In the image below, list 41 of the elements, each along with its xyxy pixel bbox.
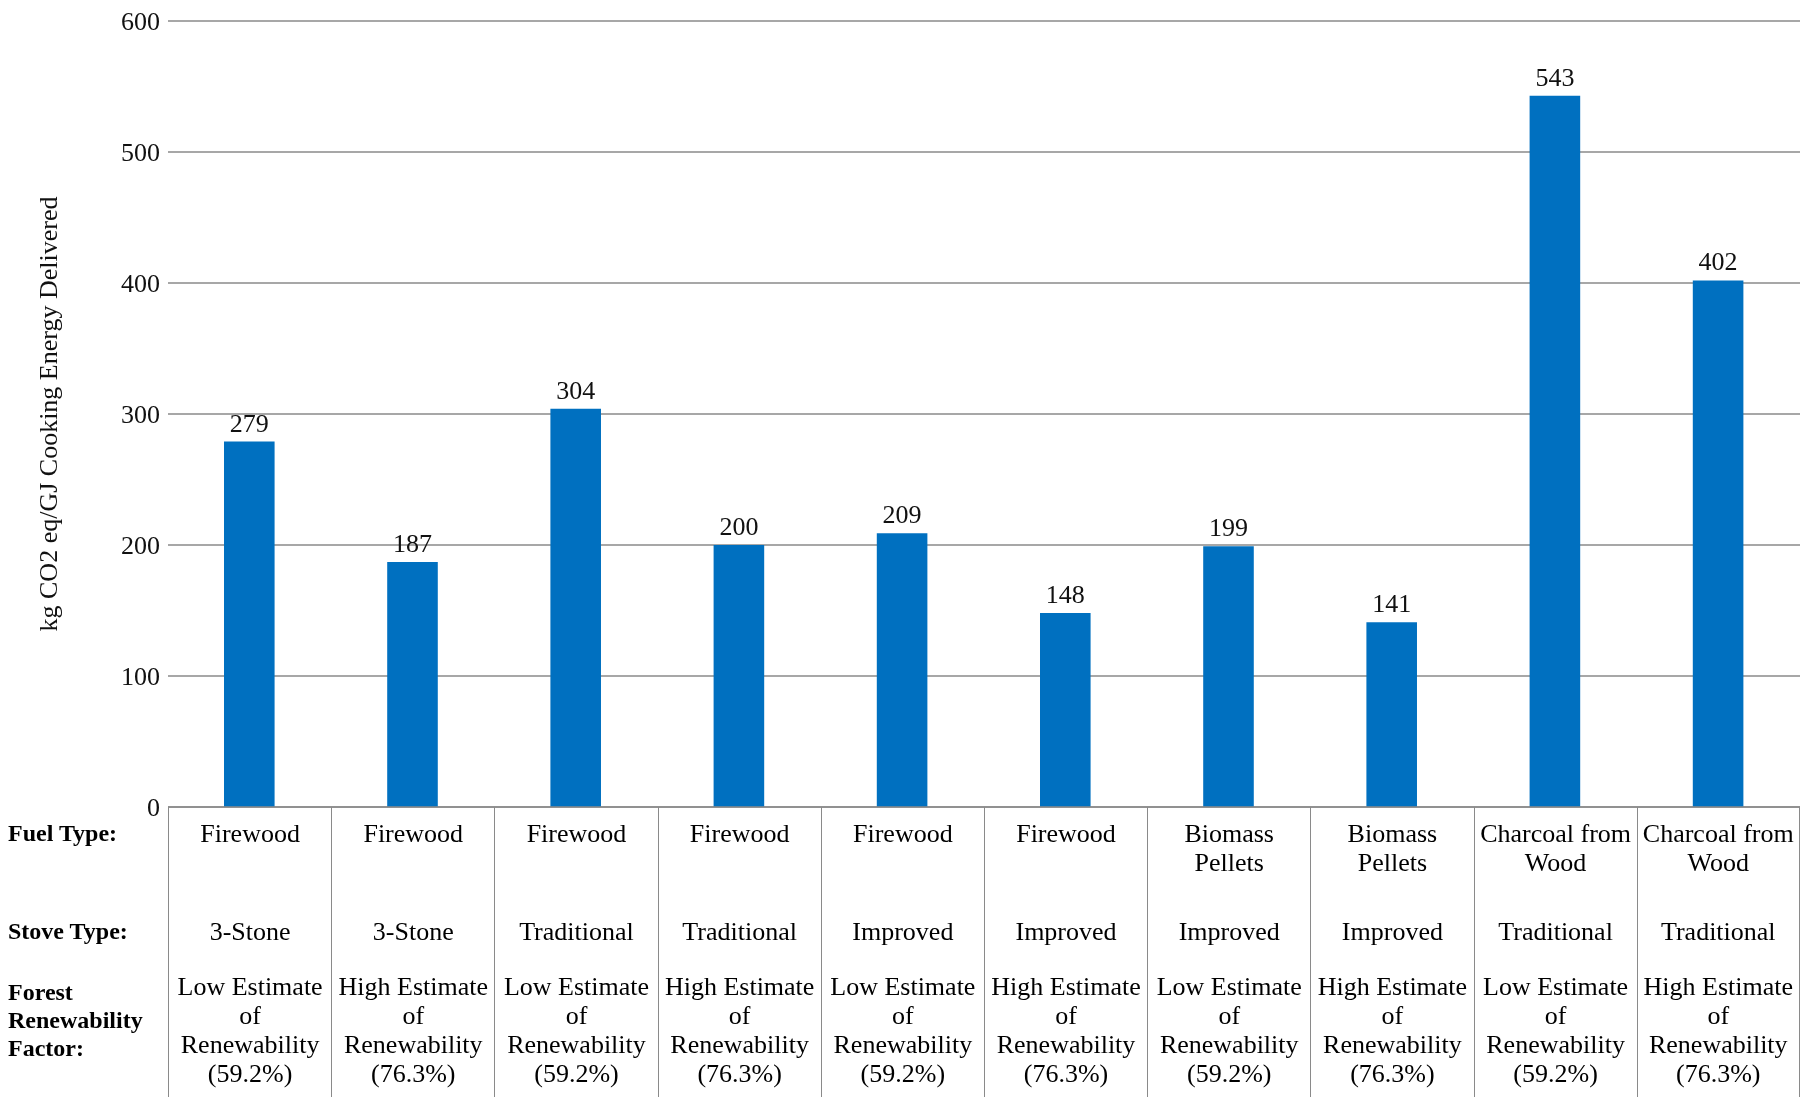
text: Fuel Type: [8,820,118,846]
data-label: 199 [1209,513,1248,543]
data-label: 209 [882,500,922,530]
category-label: Firewood Improved High Estimate of Renewability (76.3%) [991,819,1141,1088]
bar [1203,546,1254,807]
category-label: Biomass Pellets Improved High Estimate of Renewability (76.3%) [1317,819,1468,1088]
y-tick-label: 0 [147,793,160,823]
y-tick-label: 600 [121,7,160,37]
bar [1040,613,1091,807]
data-label: 279 [229,408,269,438]
data-label: 141 [1372,589,1412,619]
y-tick-label: 400 [121,269,160,299]
bar [224,441,275,807]
bar [1692,280,1744,807]
bar [387,562,438,807]
bar [713,545,765,807]
data-label: 304 [556,375,596,405]
y-tick-label: 300 [121,400,160,430]
y-tick-label: 500 [121,138,160,168]
data-label: 200 [719,512,759,541]
category-label: Firewood Traditional High Estimate of Renewability (76.3%) [664,819,815,1088]
category-label: Biomass Pellets Improved Low Estimate of Renewability (59.2%) [1156,819,1302,1088]
category-label: Firewood 3-Stone High Estimate of Renewability (76.3%) [338,819,489,1088]
category-label: Firewood Improved Low Estimate of Renewability (59.2%) [830,819,976,1088]
y-tick-label: 200 [121,531,160,561]
category-label: Firewood 3-Stone Low Estimate of Renewability (59.2%) [177,819,323,1088]
data-label: 543 [1535,62,1575,92]
data-label: 148 [1045,580,1085,610]
category-label: Charcoal from Wood Traditional High Estimate of Renewability (76.3%) [1642,819,1794,1088]
data-label: 187 [393,529,432,559]
y-axis-title: kg CO2 eq/GJ Cooking Energy Delivered [34,196,64,632]
data-label: 402 [1698,247,1738,277]
bar [876,533,928,807]
text: Stove Type: [8,917,129,946]
y-tick-label: 100 [121,662,160,692]
category-label: Charcoal from Wood Traditional Low Estimate of Renewability (59.2%) [1480,819,1632,1088]
category-label: Firewood Traditional Low Estimate of Renewability (59.2%) [503,819,650,1088]
bar [550,408,601,807]
text: Forest Renewability Factor: [8,978,144,1063]
bar [1366,622,1417,807]
bar [1529,95,1581,807]
